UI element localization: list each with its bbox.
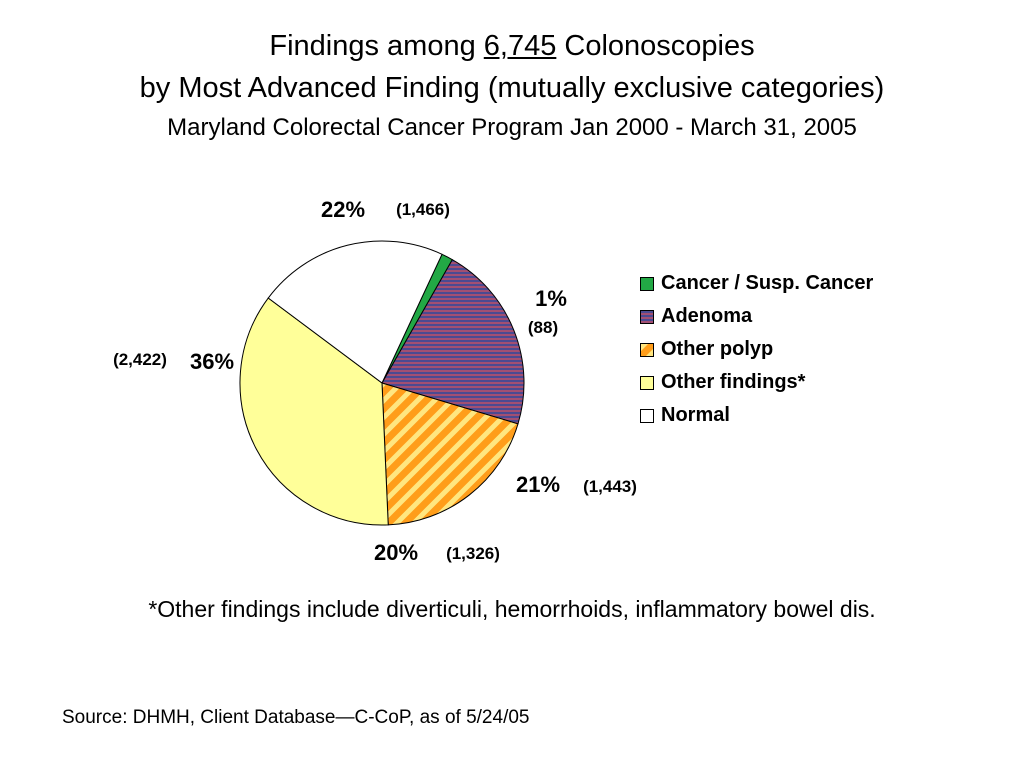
title-total-number: 6,745 bbox=[483, 30, 557, 62]
legend-swatch bbox=[640, 408, 654, 423]
slice-count-label: (2,422) bbox=[113, 350, 167, 369]
legend-item: Cancer / Susp. Cancer bbox=[640, 267, 873, 300]
legend-label: Cancer / Susp. Cancer bbox=[661, 272, 874, 294]
legend-swatch bbox=[640, 342, 654, 357]
source-note: Source: DHMH, Client Database—C-CoP, as … bbox=[62, 707, 530, 728]
legend-item: Other polyp bbox=[640, 333, 873, 366]
legend-label: Adenoma bbox=[661, 305, 753, 327]
legend-item: Normal bbox=[640, 399, 873, 432]
pie-slice-other-polyp bbox=[381, 382, 519, 526]
legend-label: Other findings* bbox=[661, 371, 806, 393]
chart-title-line2: by Most Advanced Finding (mutually exclu… bbox=[139, 72, 885, 104]
pie-slice-normal bbox=[267, 240, 443, 384]
footnote: *Other findings include diverticuli, hem… bbox=[148, 596, 876, 622]
chart-title-line1: Findings among 6,745 Colonoscopies bbox=[0, 30, 1024, 63]
slice-percent-label: 21% bbox=[516, 472, 560, 497]
slice-count-label: (1,326) bbox=[446, 544, 500, 563]
chart-subtitle: Maryland Colorectal Cancer Program Jan 2… bbox=[167, 114, 857, 141]
slice-percent-label: 36% bbox=[190, 349, 234, 374]
legend-swatch bbox=[640, 375, 654, 390]
legend-label: Other polyp bbox=[661, 338, 774, 360]
title-prefix: Findings among bbox=[269, 30, 484, 62]
pie-slice-other-findings bbox=[239, 297, 389, 526]
slice-percent-label: 22% bbox=[321, 197, 365, 222]
slice-count-label: (88) bbox=[528, 318, 558, 337]
slice-count-label: (1,466) bbox=[396, 200, 450, 219]
slice-percent-label: 20% bbox=[374, 540, 418, 565]
slice-count-label: (1,443) bbox=[583, 477, 637, 496]
legend-swatch bbox=[640, 309, 654, 324]
slice-percent-label: 1% bbox=[535, 286, 567, 311]
legend-label: Normal bbox=[661, 404, 730, 426]
legend-item: Other findings* bbox=[640, 366, 873, 399]
legend-swatch bbox=[640, 276, 654, 291]
legend: Cancer / Susp. Cancer Adenoma Other polyp O… bbox=[640, 267, 873, 432]
pie-slice-adenoma bbox=[381, 258, 525, 425]
legend-item: Adenoma bbox=[640, 300, 873, 333]
title-suffix: Colonoscopies bbox=[556, 30, 755, 62]
